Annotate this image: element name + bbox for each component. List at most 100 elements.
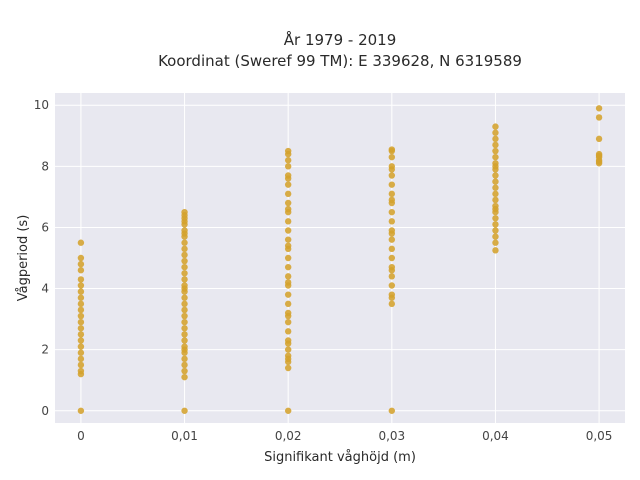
data-point: [284, 227, 292, 234]
x-tick-label: 0,05: [586, 429, 613, 443]
data-point: [284, 236, 292, 243]
y-tick-label: 8: [41, 159, 49, 173]
data-point: [181, 300, 188, 308]
data-point: [492, 247, 499, 254]
data-point: [77, 260, 85, 268]
x-tick-label: 0,02: [275, 429, 302, 443]
data-point: [492, 123, 499, 130]
data-point: [284, 328, 292, 335]
y-tick-label: 10: [34, 98, 49, 112]
data-point: [77, 312, 85, 320]
data-point: [181, 312, 188, 320]
data-point: [77, 306, 85, 314]
x-tick-label: 0,01: [171, 429, 198, 443]
data-point: [492, 172, 499, 179]
data-point: [492, 129, 499, 136]
data-point: [284, 190, 292, 198]
data-point: [284, 346, 292, 353]
data-point: [77, 294, 85, 301]
x-axis-label: Signifikant våghöjd (m): [264, 450, 416, 465]
data-point: [77, 407, 85, 414]
data-point: [77, 349, 85, 356]
data-point: [181, 355, 188, 363]
data-point: [492, 215, 499, 222]
data-point: [77, 355, 85, 363]
data-point: [388, 282, 396, 289]
data-point: [388, 190, 396, 198]
data-point: [181, 257, 188, 265]
data-point: [77, 254, 85, 262]
data-point: [284, 291, 292, 298]
y-axis-ticks: 0 2 4 6 8 10: [34, 98, 49, 418]
data-point: [181, 318, 188, 326]
data-point: [595, 135, 603, 143]
y-tick-label: 4: [41, 282, 49, 296]
data-point: [595, 152, 603, 159]
data-point: [492, 178, 499, 185]
data-point: [388, 218, 396, 225]
data-point: [181, 263, 188, 271]
data-point: [284, 340, 292, 347]
chart-title-line2: Koordinat (Sweref 99 TM): E 339628, N 63…: [158, 52, 522, 70]
x-tick-label: 0,03: [378, 429, 405, 443]
data-point: [284, 279, 292, 286]
data-point: [181, 245, 188, 253]
data-point: [181, 325, 188, 332]
y-tick-label: 6: [41, 220, 49, 234]
data-point: [181, 218, 188, 225]
data-point: [388, 300, 396, 308]
data-point: [388, 267, 396, 274]
data-point: [284, 407, 292, 414]
data-point: [492, 190, 499, 198]
data-point: [77, 325, 85, 332]
data-point: [77, 288, 85, 295]
data-point: [284, 355, 292, 363]
y-tick-label: 0: [41, 404, 49, 418]
data-point: [492, 233, 499, 240]
data-point: [388, 294, 396, 301]
data-point: [181, 230, 188, 237]
data-point: [181, 270, 188, 277]
y-tick-label: 2: [41, 343, 49, 357]
data-point: [492, 163, 499, 170]
data-point: [284, 318, 292, 326]
data-point: [284, 147, 292, 155]
data-point: [388, 181, 396, 188]
data-point: [284, 199, 292, 207]
data-point: [492, 147, 499, 155]
data-point: [77, 267, 85, 274]
data-point: [284, 157, 292, 164]
data-point: [181, 361, 188, 369]
data-point: [77, 331, 85, 338]
data-point: [284, 242, 292, 249]
data-point: [181, 306, 188, 314]
data-point: [77, 361, 85, 369]
y-axis-label: Vågperiod (s): [16, 215, 31, 302]
x-axis-ticks: 0 0,01 0,02 0,03 0,04 0,05: [77, 429, 612, 443]
data-point: [181, 276, 188, 283]
plot-area: [55, 93, 625, 423]
data-point: [181, 407, 188, 414]
data-point: [492, 184, 499, 191]
data-point: [388, 166, 396, 173]
data-point: [492, 153, 499, 161]
data-point: [492, 221, 499, 228]
data-point: [284, 205, 292, 213]
data-point: [388, 254, 396, 262]
data-point: [77, 318, 85, 326]
data-point: [388, 230, 396, 237]
data-point: [492, 205, 499, 213]
data-point: [595, 114, 603, 121]
data-point: [181, 251, 188, 259]
data-point: [284, 312, 292, 320]
data-point: [388, 196, 396, 204]
data-point: [388, 172, 396, 179]
data-point: [181, 294, 188, 301]
data-point: [77, 367, 85, 375]
data-point: [284, 273, 292, 280]
data-point: [77, 337, 85, 344]
data-point: [181, 285, 188, 292]
data-point: [284, 175, 292, 182]
x-tick-label: 0,04: [482, 429, 509, 443]
data-point: [388, 146, 396, 153]
